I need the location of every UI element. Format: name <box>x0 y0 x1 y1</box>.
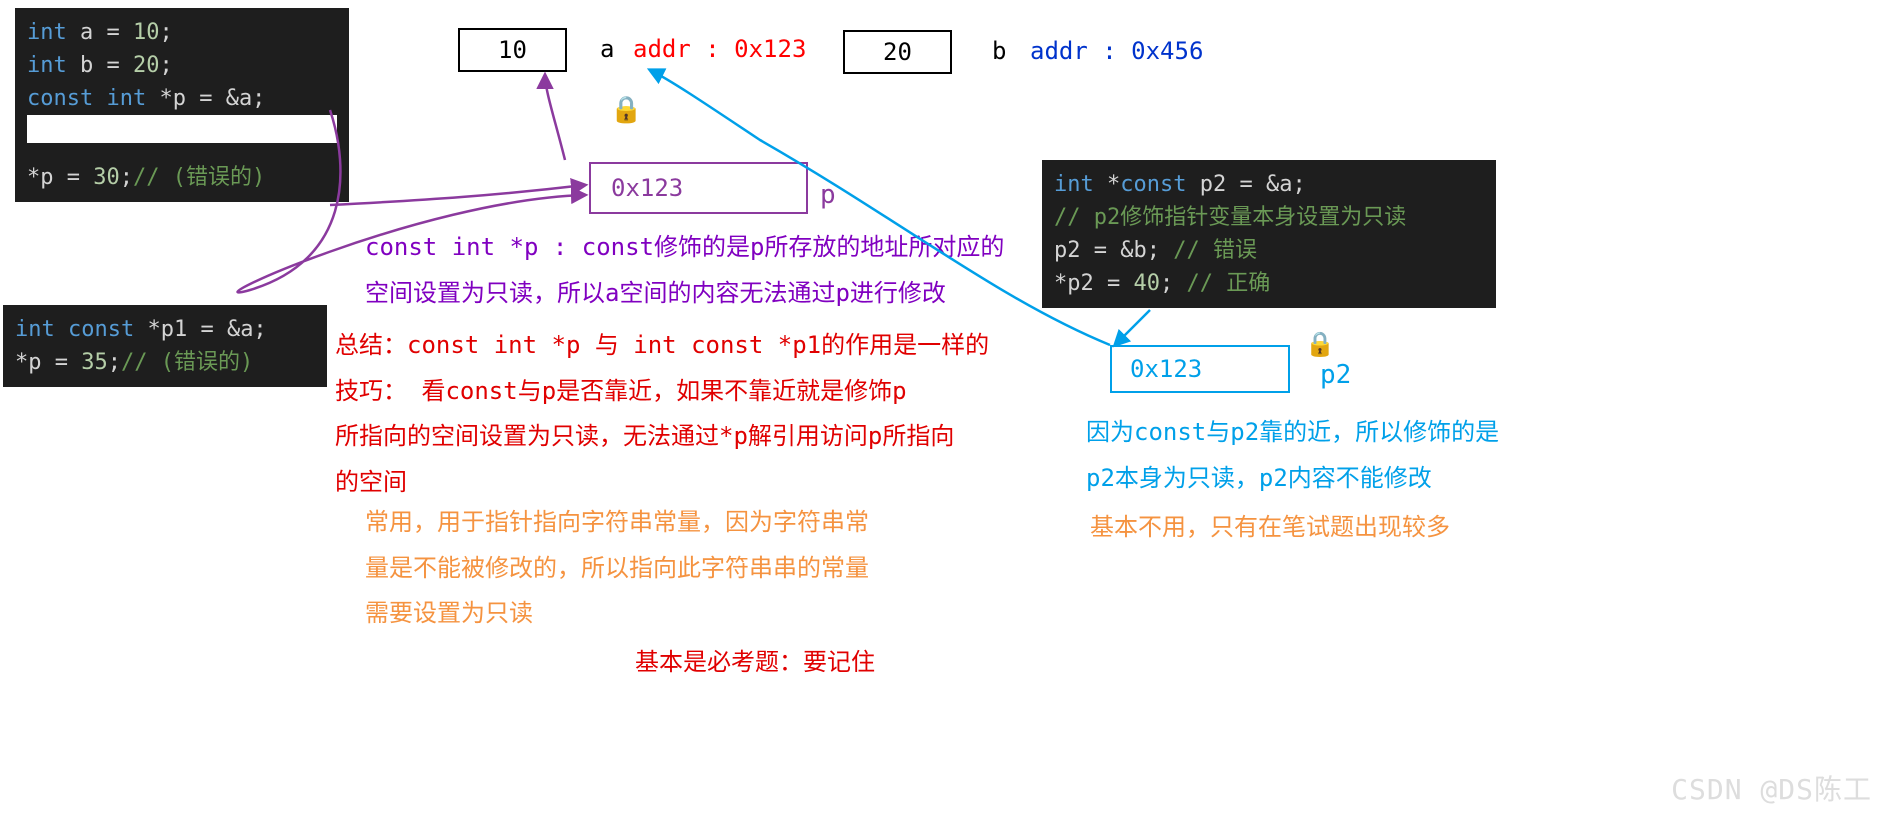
code-line: int a = 10; <box>27 16 337 49</box>
code-line: int b = 20; <box>27 49 337 82</box>
var-b-box: 20 <box>843 30 952 74</box>
watermark: CSDN @DS陈工 <box>1671 768 1872 808</box>
code-line: *p = 35;// (错误的) <box>15 346 315 379</box>
ptr-p-box: 0x123 <box>589 162 808 214</box>
var-a-label: a <box>600 35 614 63</box>
var-a-box: 10 <box>458 28 567 72</box>
purple-explain: const int *p : const修饰的是p所存放的地址所对应的 空间设置… <box>365 225 1005 316</box>
lock-icon: 🔒 <box>1305 330 1335 358</box>
code-line: // p2修饰指针变量本身设置为只读 <box>1054 201 1484 234</box>
code-block-1: int a = 10; int b = 20; const int *p = &… <box>15 8 349 202</box>
code-line: int *const p2 = &a; <box>1054 168 1484 201</box>
var-b-addr: addr : 0x456 <box>1030 37 1203 65</box>
code-block-3: int *const p2 = &a; // p2修饰指针变量本身设置为只读 p… <box>1042 160 1496 308</box>
cyan-explain: 因为const与p2靠的近，所以修饰的是 p2本身为只读，p2内容不能修改 <box>1086 410 1516 501</box>
code-line: const int *p = &a; <box>27 82 337 115</box>
var-a-addr: addr : 0x123 <box>633 35 806 63</box>
code-line: *p2 = 40; // 正确 <box>1054 267 1484 300</box>
ptr-p2-box: 0x123 <box>1110 345 1290 393</box>
var-b-label: b <box>992 37 1006 65</box>
ptr-p2-label: p2 <box>1320 360 1351 390</box>
code-line: p2 = &b; // 错误 <box>1054 234 1484 267</box>
ptr-p-label: p <box>820 180 836 210</box>
white-bar <box>27 115 337 143</box>
red-summary: 总结：const int *p 与 int const *p1的作用是一样的 技… <box>335 323 995 505</box>
orange-usage: 常用，用于指针指向字符串常量，因为字符串常 量是不能被修改的，所以指向此字符串串… <box>365 500 925 637</box>
code-block-2: int const *p1 = &a; *p = 35;// (错误的) <box>3 305 327 387</box>
orange-right: 基本不用，只有在笔试题出现较多 <box>1090 505 1450 551</box>
lock-icon: 🔒 <box>610 95 642 125</box>
code-line: int const *p1 = &a; <box>15 313 315 346</box>
code-line: *p = 30;// (错误的) <box>27 161 337 194</box>
red-footer: 基本是必考题：要记住 <box>635 640 875 686</box>
